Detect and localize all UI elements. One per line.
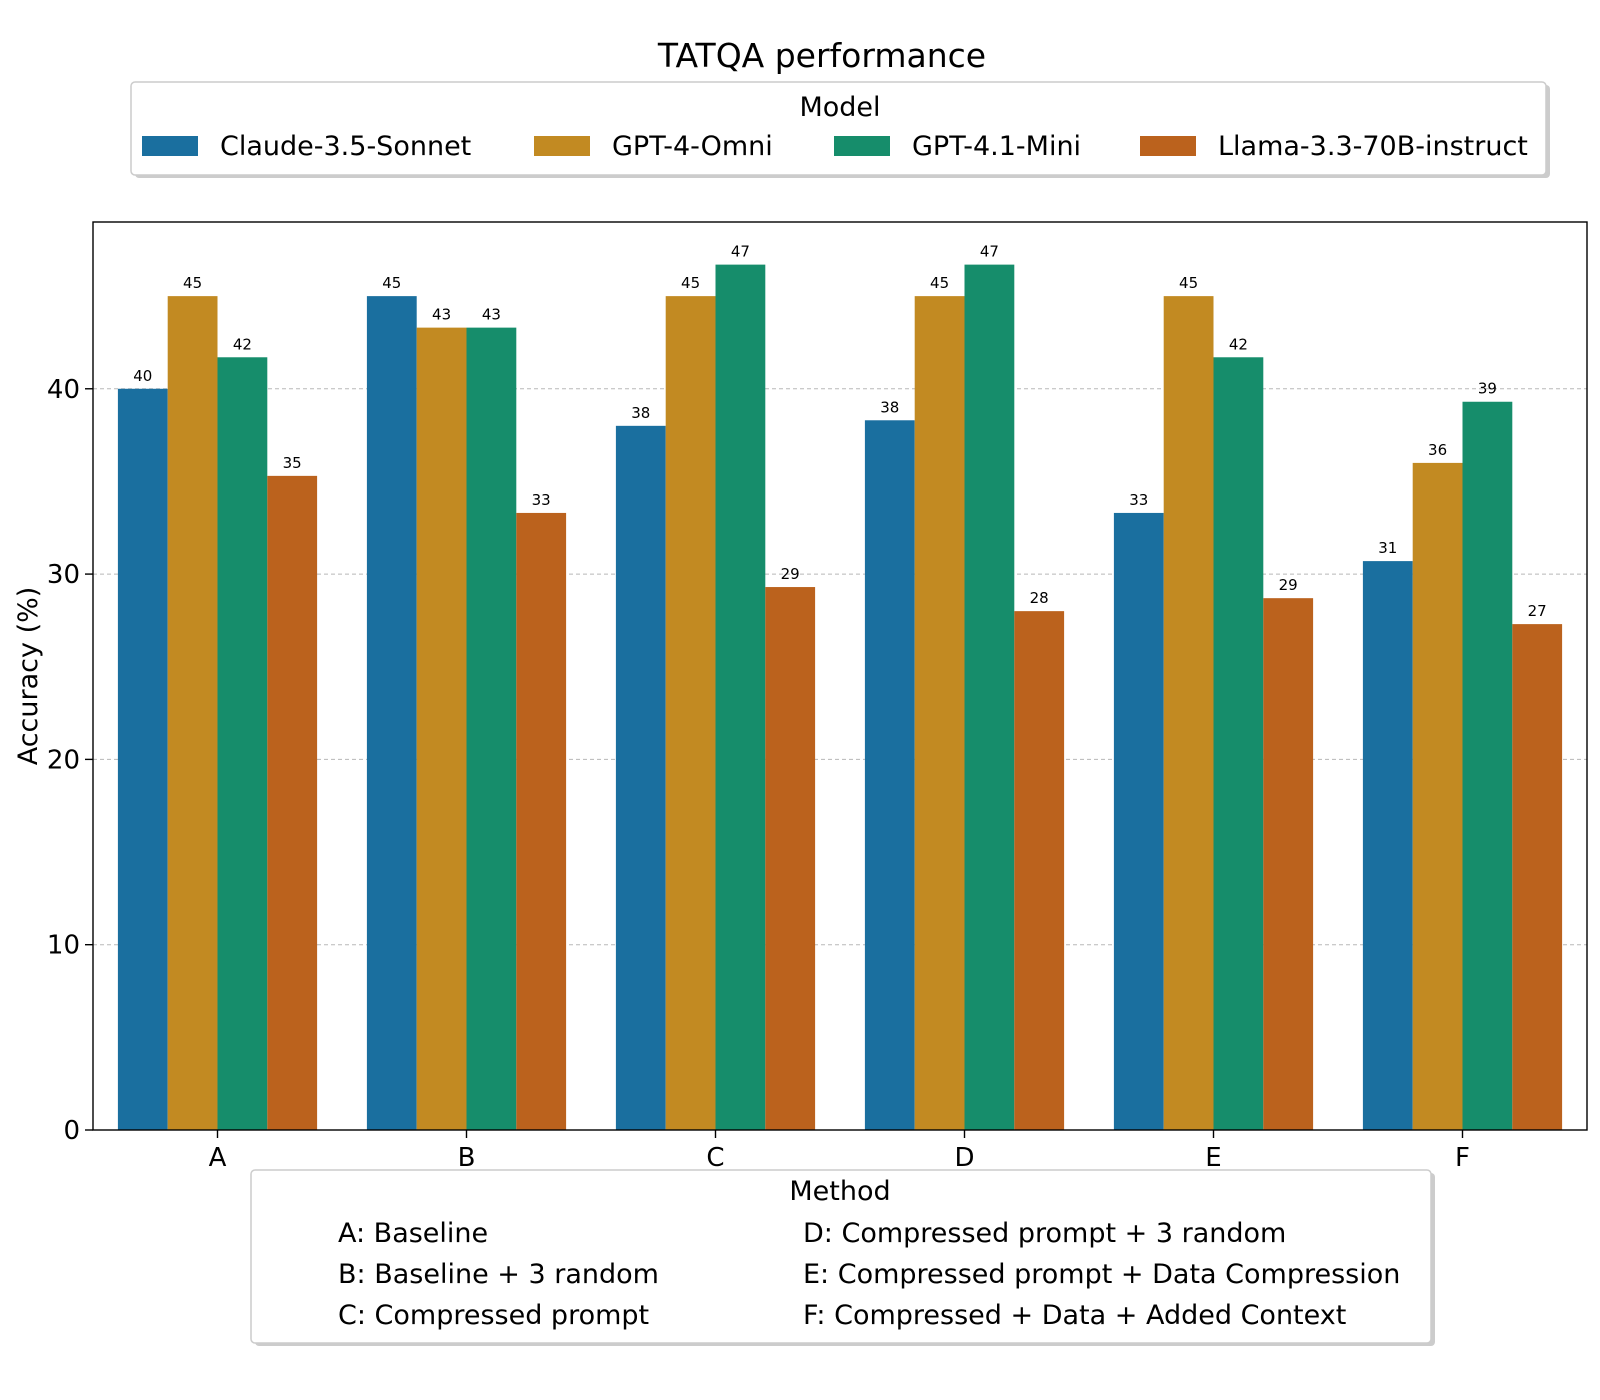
method-legend: Method A: Baseline B: Baseline + 3 random…	[250, 1169, 1435, 1346]
bar-value-label: 33	[532, 491, 551, 509]
bar-B-4	[516, 512, 567, 1130]
bar-value-label: 47	[980, 243, 999, 261]
x-tick-label: B	[458, 1143, 476, 1173]
bar-D-2	[914, 296, 965, 1130]
bar-A-4	[267, 475, 318, 1130]
y-axis-label: Accuracy (%)	[13, 587, 44, 766]
method-legend-entry: E: Compressed prompt + Data Compression	[803, 1259, 1400, 1290]
bar-value-label: 42	[233, 335, 252, 353]
bar-C-3	[715, 264, 766, 1130]
bar-value-label: 29	[781, 565, 800, 583]
method-legend-title: Method	[789, 1176, 890, 1207]
bar-B-3	[466, 327, 517, 1130]
bar-value-label: 33	[1129, 491, 1148, 509]
bar-value-label: 40	[133, 367, 152, 385]
x-tick-label: E	[1205, 1143, 1221, 1173]
bar-E-2	[1163, 296, 1214, 1130]
bar-C-1	[615, 425, 666, 1130]
method-legend-entry: F: Compressed + Data + Added Context	[803, 1300, 1346, 1331]
bar-F-4	[1512, 624, 1563, 1130]
x-axis: A B C D E F	[209, 1130, 1470, 1173]
legend-swatch	[142, 136, 198, 156]
bar-value-label: 28	[1030, 589, 1049, 607]
method-legend-entry: B: Baseline + 3 random	[338, 1259, 659, 1290]
bar-B-1	[366, 296, 417, 1130]
method-legend-entry: D: Compressed prompt + 3 random	[803, 1218, 1286, 1249]
legend-swatch	[534, 136, 590, 156]
bar-value-label: 42	[1229, 335, 1248, 353]
y-tick-label: 30	[47, 560, 80, 590]
y-grid	[93, 388, 1587, 946]
legend-label: GPT-4-Omni	[612, 131, 773, 162]
bar-D-1	[864, 420, 915, 1130]
bar-F-2	[1412, 462, 1463, 1130]
bar-A-3	[217, 357, 268, 1131]
bar-value-label: 45	[382, 274, 401, 292]
bar-value-label: 45	[183, 274, 202, 292]
y-tick-label: 40	[47, 375, 80, 405]
bars	[117, 264, 1563, 1131]
bar-value-label: 39	[1478, 380, 1497, 398]
x-tick-label: F	[1455, 1143, 1470, 1173]
bar-value-label: 47	[731, 243, 750, 261]
bar-E-4	[1263, 598, 1314, 1130]
y-tick-label: 10	[47, 931, 80, 961]
bar-value-label: 36	[1428, 441, 1447, 459]
bar-C-4	[765, 587, 816, 1130]
bar-value-label: 29	[1279, 576, 1298, 594]
bar-value-label: 27	[1528, 602, 1547, 620]
bar-value-label: 43	[482, 306, 501, 324]
y-tick-label: 20	[47, 745, 80, 775]
legend-swatch	[1140, 136, 1196, 156]
bar-value-label: 45	[681, 274, 700, 292]
bar-value-label: 45	[1179, 274, 1198, 292]
bar-value-label: 38	[880, 398, 899, 416]
bar-value-label: 31	[1378, 539, 1397, 557]
bar-A-1	[117, 388, 168, 1130]
legend-label: Claude-3.5-Sonnet	[220, 131, 471, 162]
bar-D-4	[1014, 611, 1065, 1130]
y-axis: 0 10 20 30 40	[47, 375, 93, 1146]
method-legend-entry: C: Compressed prompt	[338, 1300, 649, 1331]
y-tick-label: 0	[63, 1116, 80, 1146]
legend-swatch	[834, 136, 890, 156]
bar-labels: 40 45 42 35 45 43 43 33 38 45 47 29 38 45 47 28 33 45 42 29…	[133, 243, 1546, 620]
model-legend: Model Claude-3.5-Sonnet GPT-4-Omni GPT-4.1…	[130, 81, 1550, 178]
bar-F-3	[1462, 401, 1513, 1130]
x-tick-label: C	[706, 1143, 724, 1173]
bar-D-3	[964, 264, 1015, 1130]
legend-label: GPT-4.1-Mini	[912, 131, 1081, 162]
x-tick-label: D	[954, 1143, 974, 1173]
plot-frame	[92, 221, 1588, 1131]
bar-E-1	[1113, 512, 1164, 1130]
bar-C-2	[665, 296, 716, 1130]
bar-value-label: 45	[930, 274, 949, 292]
bar-value-label: 43	[432, 306, 451, 324]
bar-E-3	[1213, 357, 1264, 1131]
bar-B-2	[416, 327, 467, 1130]
model-legend-title: Model	[799, 92, 880, 123]
bar-A-2	[167, 296, 218, 1130]
bar-value-label: 35	[283, 454, 302, 472]
x-tick-label: A	[209, 1143, 227, 1173]
chart-title: TATQA performance	[657, 36, 986, 75]
legend-label: Llama-3.3-70B-instruct	[1218, 131, 1528, 162]
method-legend-entry: A: Baseline	[338, 1218, 488, 1249]
bar-F-1	[1362, 561, 1413, 1130]
bar-value-label: 38	[631, 404, 650, 422]
